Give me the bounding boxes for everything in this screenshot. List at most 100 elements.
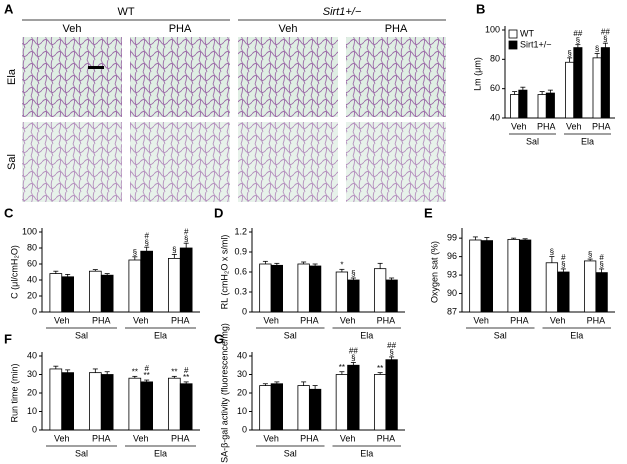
x-tick-label: Veh (550, 315, 566, 325)
micrograph (130, 37, 230, 117)
x-tick-label: PHA (377, 315, 396, 325)
significance-mark: ** (132, 367, 138, 376)
micrograph (346, 37, 446, 117)
bar (179, 247, 193, 313)
significance-mark: ** (171, 367, 177, 376)
significance-mark: § (184, 234, 188, 243)
y-tick-label: 0.9 (234, 246, 247, 256)
x-tick-label: Veh (473, 315, 489, 325)
y-tick-label: 30 (27, 369, 37, 379)
bar (259, 263, 272, 313)
bar (565, 61, 575, 119)
bar (573, 47, 583, 119)
group-label: Sal (75, 448, 88, 458)
group-label: Sal (494, 330, 507, 340)
row-label: Sal (6, 154, 18, 170)
significance-mark: ## (387, 341, 396, 350)
bar (347, 279, 360, 313)
x-tick-label: PHA (592, 121, 611, 131)
bar (537, 94, 547, 119)
bar (592, 57, 602, 119)
y-tick-label: 20 (27, 290, 37, 300)
x-tick-label: Veh (566, 121, 582, 131)
y-tick-label: 100 (22, 226, 37, 236)
x-tick-label: PHA (92, 315, 111, 325)
treatment-label: Veh (63, 23, 82, 35)
x-tick-label: PHA (587, 315, 606, 325)
y-tick-label: 0.6 (234, 266, 247, 276)
bar (128, 259, 142, 313)
bar (308, 265, 322, 313)
significance-mark: § (567, 49, 571, 58)
significance-mark: ** (377, 364, 383, 373)
bar (510, 94, 520, 119)
x-tick-label: PHA (377, 433, 396, 443)
y-tick-label: 1.2 (234, 226, 247, 236)
y-tick-label: 93 (447, 269, 457, 279)
micrograph (238, 37, 338, 117)
bar (595, 272, 608, 313)
significance-mark: ** (144, 371, 150, 380)
treatment-label: PHA (385, 23, 408, 35)
panel-label: E (424, 205, 433, 220)
bar (128, 377, 142, 431)
group-label: Ela (570, 330, 583, 340)
group-label: Ela (360, 448, 373, 458)
significance-mark: § (599, 260, 603, 269)
micrograph (22, 37, 122, 117)
significance-mark: § (561, 260, 565, 269)
group-label: Ela (360, 330, 373, 340)
bar (308, 388, 322, 431)
bar (140, 250, 154, 313)
significance-mark: § (389, 348, 393, 357)
micrograph (238, 122, 338, 202)
y-tick-label: 0 (32, 306, 37, 316)
y-tick-label: 10 (237, 406, 247, 416)
significance-mark: # (144, 231, 149, 240)
significance-mark: # (144, 364, 149, 373)
x-tick-label: Veh (340, 315, 356, 325)
y-tick-label: 30 (237, 369, 247, 379)
y-tick-label: 96 (447, 251, 457, 261)
group-label: Sal (75, 330, 88, 340)
significance-mark: # (599, 253, 604, 262)
y-tick-label: 10 (27, 406, 37, 416)
x-tick-label: PHA (300, 315, 319, 325)
y-tick-label: 40 (237, 350, 247, 360)
panel-label: G (214, 331, 224, 346)
x-tick-label: Veh (54, 315, 70, 325)
significance-mark: § (144, 238, 148, 247)
micrograph (130, 122, 230, 202)
y-tick-label: 40 (490, 112, 500, 122)
y-tick-label: 40 (27, 350, 37, 360)
x-tick-label: PHA (171, 315, 190, 325)
legend-swatch (508, 29, 518, 39)
bar (167, 377, 181, 431)
bar (518, 89, 528, 119)
y-tick-label: 80 (27, 242, 37, 252)
group-label: Sal (284, 448, 297, 458)
bar (270, 264, 284, 313)
y-tick-label: 0.3 (234, 286, 247, 296)
significance-mark: ** (183, 373, 189, 382)
x-tick-label: PHA (92, 433, 111, 443)
group-label: Ela (154, 448, 167, 458)
y-tick-label: 20 (27, 387, 37, 397)
bar (385, 359, 398, 431)
y-tick-label: 60 (27, 258, 37, 268)
significance-mark: # (184, 227, 189, 236)
x-tick-label: Veh (133, 433, 149, 443)
bar (259, 385, 272, 431)
y-tick-label: 100 (485, 24, 500, 34)
significance-mark: § (588, 250, 592, 259)
significance-mark: ## (601, 27, 610, 36)
y-axis-label: RL (cmH₂O x s/ml) (219, 235, 229, 310)
group-label: Ela (581, 136, 594, 146)
x-tick-label: Veh (133, 315, 149, 325)
y-tick-label: 0 (242, 306, 247, 316)
significance-mark: § (550, 248, 554, 257)
bar (600, 47, 610, 119)
significance-mark: § (351, 269, 355, 278)
bar (297, 385, 310, 431)
bar (469, 239, 482, 313)
